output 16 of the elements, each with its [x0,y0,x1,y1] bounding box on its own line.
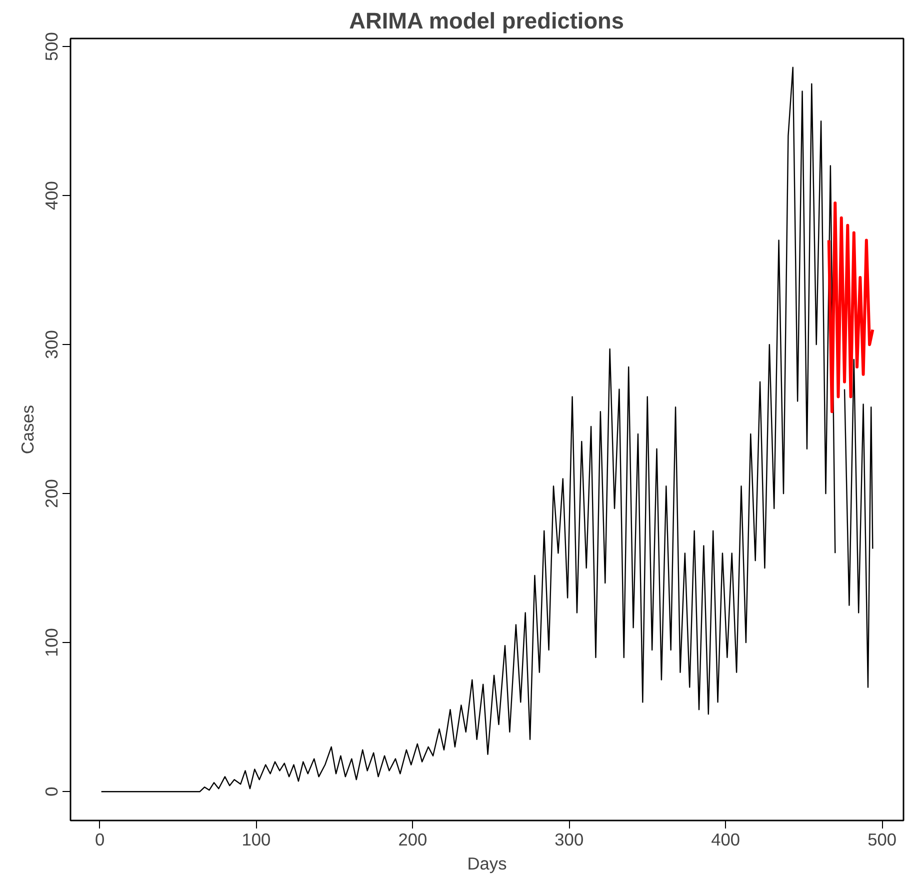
y-tick-label: 100 [42,628,62,658]
y-tick-label: 200 [42,479,62,508]
y-tick-label: 300 [42,330,62,360]
x-tick-label: 300 [554,830,584,850]
x-tick-label: 200 [398,830,428,850]
y-tick-label: 0 [42,786,62,796]
x-tick-label: 400 [711,830,740,850]
line-series [827,202,874,414]
y-axis-title: Cases [18,404,38,454]
y-tick-label: 500 [42,32,62,61]
y-tick-label: 400 [42,181,62,210]
x-axis-title: Days [467,854,508,874]
x-tick-label: 0 [94,830,105,850]
x-tick-label: 100 [242,830,271,850]
chart-title: ARIMA model predictions [349,8,624,34]
x-tick-label: 500 [868,830,897,850]
